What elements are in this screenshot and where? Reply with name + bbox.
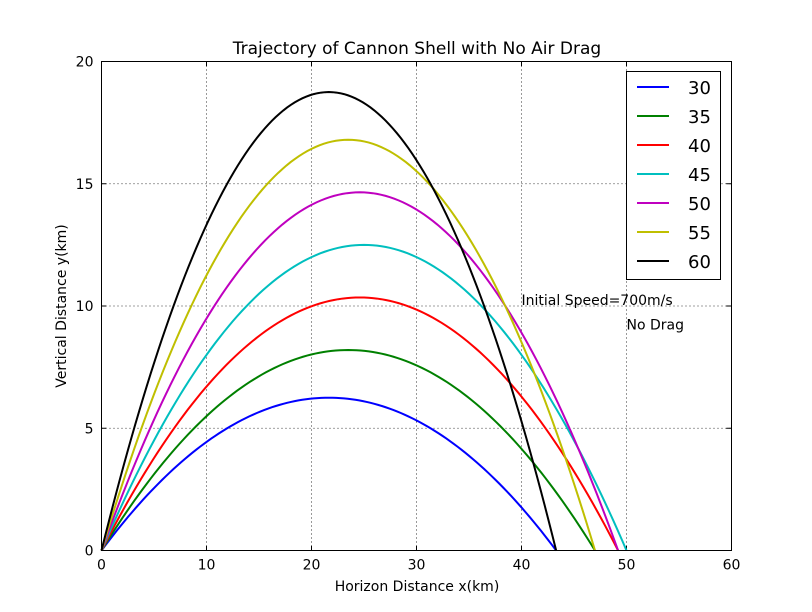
x-tick-label: 20 [303,558,321,574]
x-tick-label: 10 [198,558,216,574]
x-tick-label: 50 [618,558,636,574]
legend-label-30: 30 [688,78,711,99]
y-tick-label: 15 [76,177,94,193]
legend-label-45: 45 [688,165,711,186]
series-line-55 [100,138,596,551]
x-tick-label: 60 [723,558,741,574]
legend-label-40: 40 [688,136,711,157]
series-line-50 [100,191,620,551]
series-line-30 [100,396,557,552]
y-tick-label: 0 [85,544,94,560]
series-line-35 [100,349,596,552]
x-tick-label: 30 [408,558,426,574]
tick-label-layer: 0 10 20 30 40 50 60 0 5 10 15 20 [76,55,741,574]
y-tick-label: 5 [85,421,94,437]
series-line-45 [100,243,628,551]
legend-label-35: 35 [688,107,711,128]
series-layer [100,91,628,552]
y-axis-label: Vertical Distance y(km) [54,224,70,387]
annotation-initial-speed: Initial Speed=700m/s [522,293,673,309]
y-tick-label: 10 [76,299,94,315]
y-tick-label: 20 [76,55,94,71]
legend-box [626,71,721,280]
legend: 30 35 40 45 50 55 60 [626,71,721,280]
series-line-40 [100,296,619,551]
chart-title: Trajectory of Cannon Shell with No Air D… [232,39,601,59]
legend-label-55: 55 [688,223,711,244]
series-line-60 [100,91,558,551]
legend-label-60: 60 [688,252,711,273]
plot-frame [101,61,732,551]
x-axis-label: Horizon Distance x(km) [335,579,500,595]
x-tick-label: 0 [97,558,106,574]
annotation-no-drag: No Drag [627,317,685,333]
legend-label-50: 50 [688,194,711,215]
x-tick-label: 40 [513,558,531,574]
